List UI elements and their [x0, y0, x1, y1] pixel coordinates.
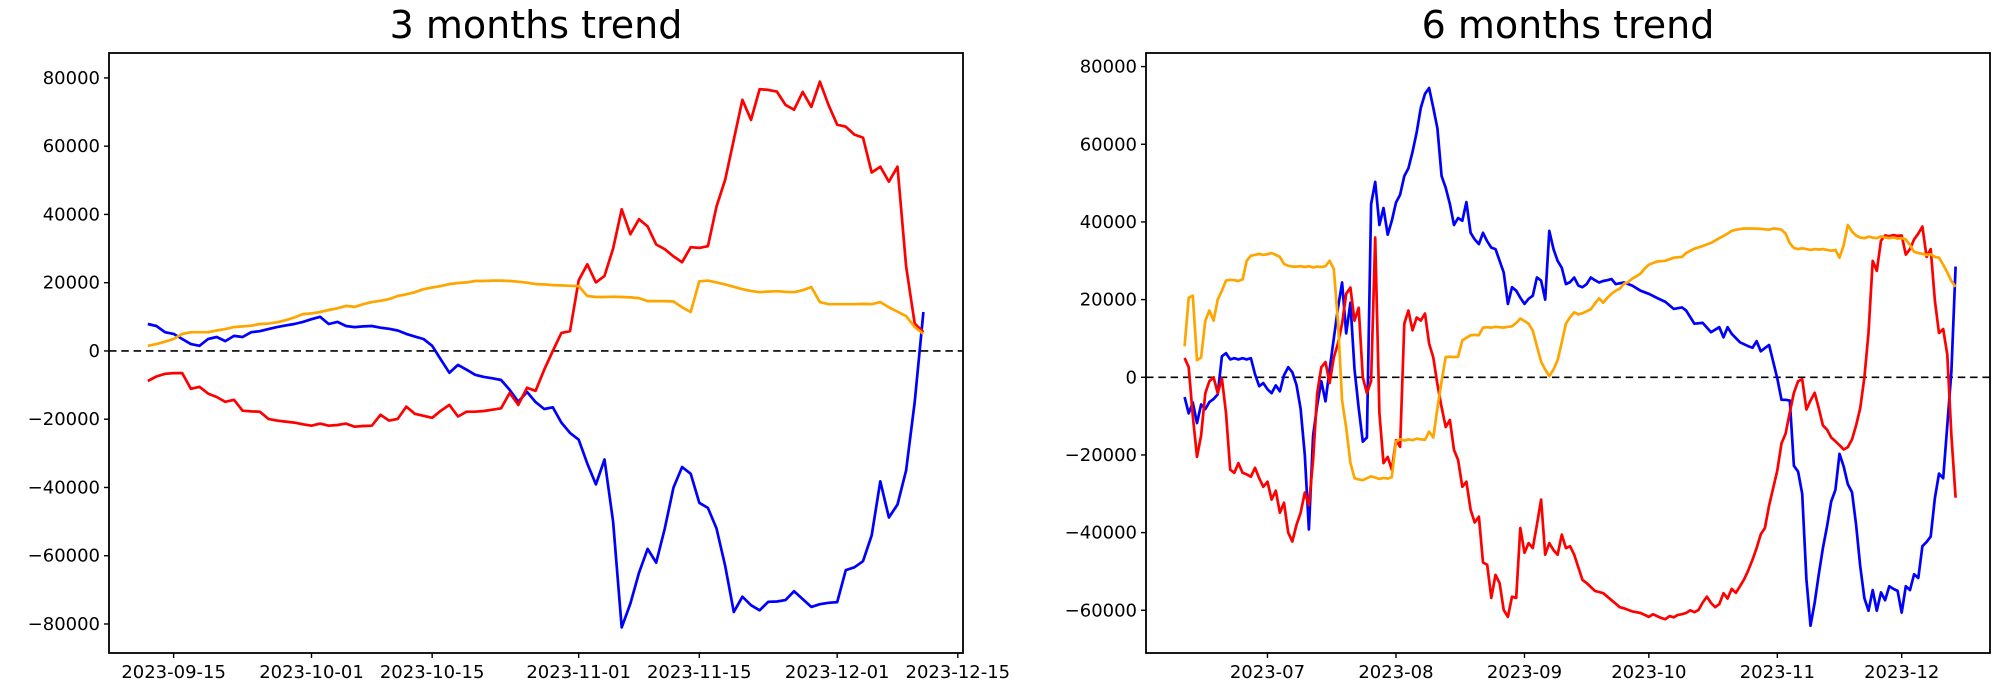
trend-line-orange: [1183, 223, 1957, 482]
y-tick-label: 60000: [43, 136, 100, 157]
x-tick-label: 2023-08: [1358, 662, 1433, 683]
trend-line-orange: [147, 279, 925, 348]
y-tick-label: 80000: [1080, 57, 1137, 78]
x-tick-label: 2023-12-15: [906, 662, 1011, 683]
y-tick-label: 20000: [1080, 290, 1137, 311]
y-tick-label: 80000: [43, 68, 100, 89]
y-tick-label: 40000: [43, 204, 100, 225]
x-tick-label: 2023-07: [1230, 662, 1305, 683]
y-tick-label: 60000: [1080, 134, 1137, 155]
x-tick-label: 2023-10-01: [259, 662, 364, 683]
trend-line-blue: [1183, 86, 1957, 628]
left-chart-title: 3 months trend: [389, 3, 683, 47]
right-chart-title: 6 months trend: [1421, 3, 1715, 47]
y-tick-label: 20000: [43, 273, 100, 294]
y-tick-label: −60000: [28, 546, 100, 567]
x-tick-label: 2023-11-01: [526, 662, 631, 683]
y-tick-label: −20000: [1065, 445, 1137, 466]
y-tick-label: 0: [1126, 367, 1137, 388]
trend-line-red: [1183, 225, 1957, 621]
x-tick-label: 2023-11-15: [647, 662, 752, 683]
y-tick-label: 0: [89, 341, 100, 362]
plot-border: [108, 52, 964, 654]
y-tick-label: −40000: [28, 477, 100, 498]
y-tick-label: −20000: [28, 409, 100, 430]
x-tick-label: 2023-10-15: [380, 662, 485, 683]
x-tick-label: 2023-12: [1864, 662, 1939, 683]
x-tick-label: 2023-09-15: [121, 662, 226, 683]
y-tick-label: −40000: [1065, 523, 1137, 544]
y-tick-label: −60000: [1065, 600, 1137, 621]
trend-line-red: [147, 80, 925, 429]
y-tick-label: −80000: [28, 614, 100, 635]
x-tick-label: 2023-12-01: [785, 662, 890, 683]
x-tick-label: 2023-09: [1487, 662, 1562, 683]
trend-line-blue: [147, 311, 925, 629]
plot-border: [1145, 52, 1991, 654]
x-tick-label: 2023-10: [1611, 662, 1686, 683]
x-tick-label: 2023-11: [1740, 662, 1815, 683]
y-tick-label: 40000: [1080, 212, 1137, 233]
